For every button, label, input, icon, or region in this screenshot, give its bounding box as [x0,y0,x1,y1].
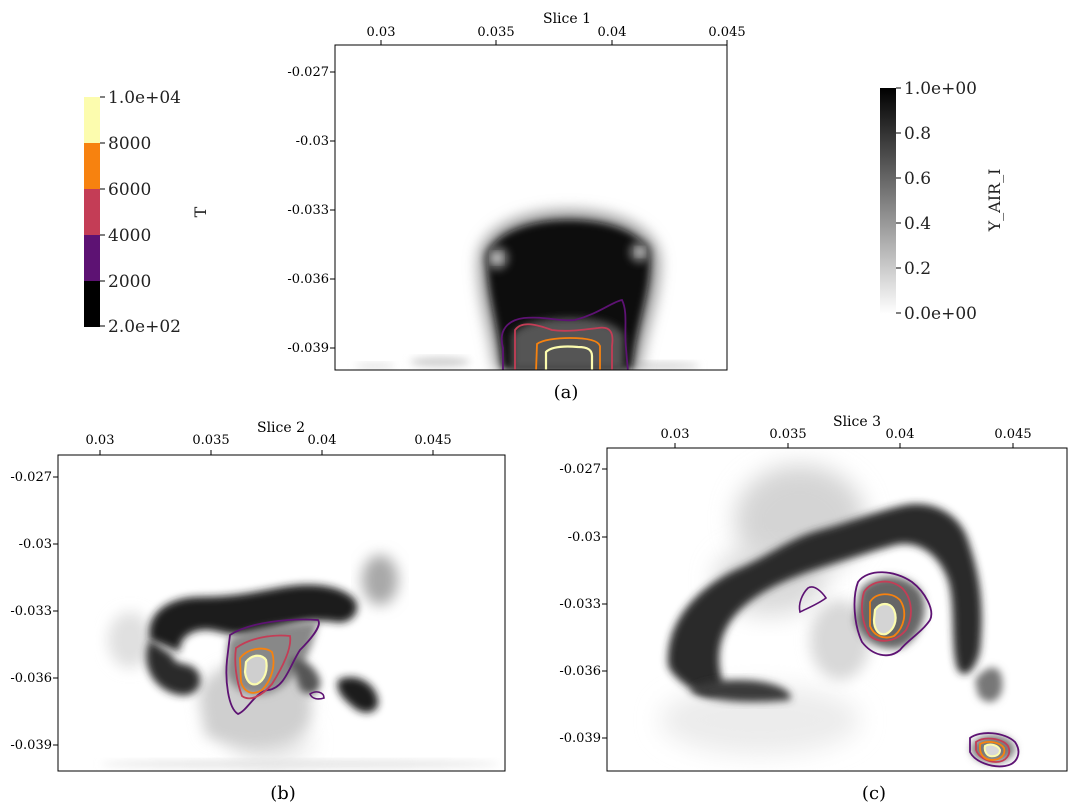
y-tick-label: -0.03 [296,134,329,149]
contour-8000 [544,345,594,370]
x-tick-label: 0.045 [414,433,451,448]
colorbar-y-tick: 0.4 [904,214,931,234]
plot-frame [334,44,728,371]
colorbar-t-band-2 [84,143,100,189]
colorbar-y: 1.0e+00 0.8 0.6 0.4 0.2 0.0e+00 Y_AIR_I [880,79,1004,324]
field-plot [355,210,700,370]
contour-8000 [872,602,897,636]
x-axis-ticks: 0.03 0.035 0.04 0.045 [661,427,1032,448]
colorbar-y-gradient [880,88,896,314]
contour-2000 [500,298,629,370]
y-tick-label: -0.027 [10,470,52,485]
contour-4000 [234,634,292,700]
x-tick-label: 0.04 [598,25,627,40]
contour-4000 [861,580,912,642]
y-tick-label: -0.033 [10,604,52,619]
contour-2000 [225,618,320,716]
x-tick-label: 0.03 [367,25,396,40]
plot-frame [606,447,1068,772]
colorbar-t-band-4 [84,235,100,281]
x-tick-label: 0.03 [661,427,690,442]
y-tick-label: -0.03 [19,537,52,552]
contour-4000 [514,323,614,370]
plot-frame [57,454,506,772]
colorbar-y-title: Y_AIR_I [985,169,1004,233]
y-tick-label: -0.036 [559,664,601,679]
panel-slice-2: Slice 2 [10,420,506,804]
panel-slice-1: Slice 1 [287,11,745,403]
field-plot [100,555,500,768]
colorbar-y-tick: 0.6 [904,169,931,189]
x-tick-label: 0.04 [886,427,915,442]
y-tick-label: -0.036 [10,671,52,686]
panel-title: Slice 1 [543,11,591,27]
contour-6000 [535,337,601,370]
y-axis-ticks: -0.027 -0.03 -0.033 -0.036 -0.039 [559,462,607,746]
contour-4000-c [975,737,1011,763]
colorbar-t-band-5 [84,281,100,327]
panel-caption: (c) [862,783,886,804]
contour-6000-c [979,741,1006,761]
contour-2000-b [309,691,325,700]
colorbar-y-tick: 1.0e+00 [904,79,977,99]
y-tick-label: -0.027 [287,65,329,80]
contour-8000 [243,654,268,686]
y-tick-label: -0.036 [287,272,329,287]
y-axis-ticks: -0.027 -0.03 -0.033 -0.036 -0.039 [287,65,335,356]
x-tick-label: 0.035 [192,433,229,448]
contour-6000 [869,593,906,639]
contour-2000-c [969,732,1020,768]
colorbar-t-tick: 6000 [108,180,151,200]
panel-title: Slice 2 [257,420,305,436]
contour-2000-b [798,586,828,614]
panel-slice-3: Slice 3 [559,414,1068,804]
y-tick-label: -0.039 [287,341,329,356]
contour-6000 [239,647,275,694]
colorbar-t-band-3 [84,189,100,235]
y-tick-label: -0.033 [559,597,601,612]
colorbar-t-tick: 2.0e+02 [108,317,181,337]
y-axis-ticks: -0.027 -0.03 -0.033 -0.036 -0.039 [10,470,58,753]
colorbar-t-tick: 8000 [108,134,151,154]
colorbar-t-tick: 1.0e+04 [108,88,181,108]
colorbar-t: 1.0e+04 8000 6000 4000 2000 2.0e+02 T [84,88,210,337]
colorbar-t-band-1 [84,97,100,143]
x-tick-label: 0.045 [708,25,745,40]
x-axis-ticks: 0.03 0.035 0.04 0.045 [86,433,452,455]
x-tick-label: 0.035 [769,427,806,442]
colorbar-t-title: T [191,206,210,217]
colorbar-y-tick: 0.0e+00 [904,304,977,324]
x-tick-label: 0.04 [308,433,337,448]
y-tick-label: -0.033 [287,203,329,218]
y-tick-label: -0.039 [10,738,52,753]
x-axis-ticks: 0.03 0.035 0.04 0.045 [367,25,746,45]
x-tick-label: 0.03 [86,433,115,448]
panel-caption: (a) [554,382,579,403]
colorbar-y-tick: 0.8 [904,124,931,144]
y-tick-label: -0.03 [568,530,601,545]
contour-2000 [853,571,933,657]
contour-8000-c [983,743,1002,758]
colorbar-t-tick: 2000 [108,272,151,292]
panel-caption: (b) [270,783,296,804]
y-tick-label: -0.027 [559,462,601,477]
colorbar-t-tick: 4000 [108,226,151,246]
x-tick-label: 0.045 [994,427,1031,442]
field-plot [660,465,1020,768]
x-tick-label: 0.035 [477,25,514,40]
colorbar-y-tick: 0.2 [904,259,931,279]
panel-title: Slice 3 [833,414,881,430]
y-tick-label: -0.039 [559,731,601,746]
